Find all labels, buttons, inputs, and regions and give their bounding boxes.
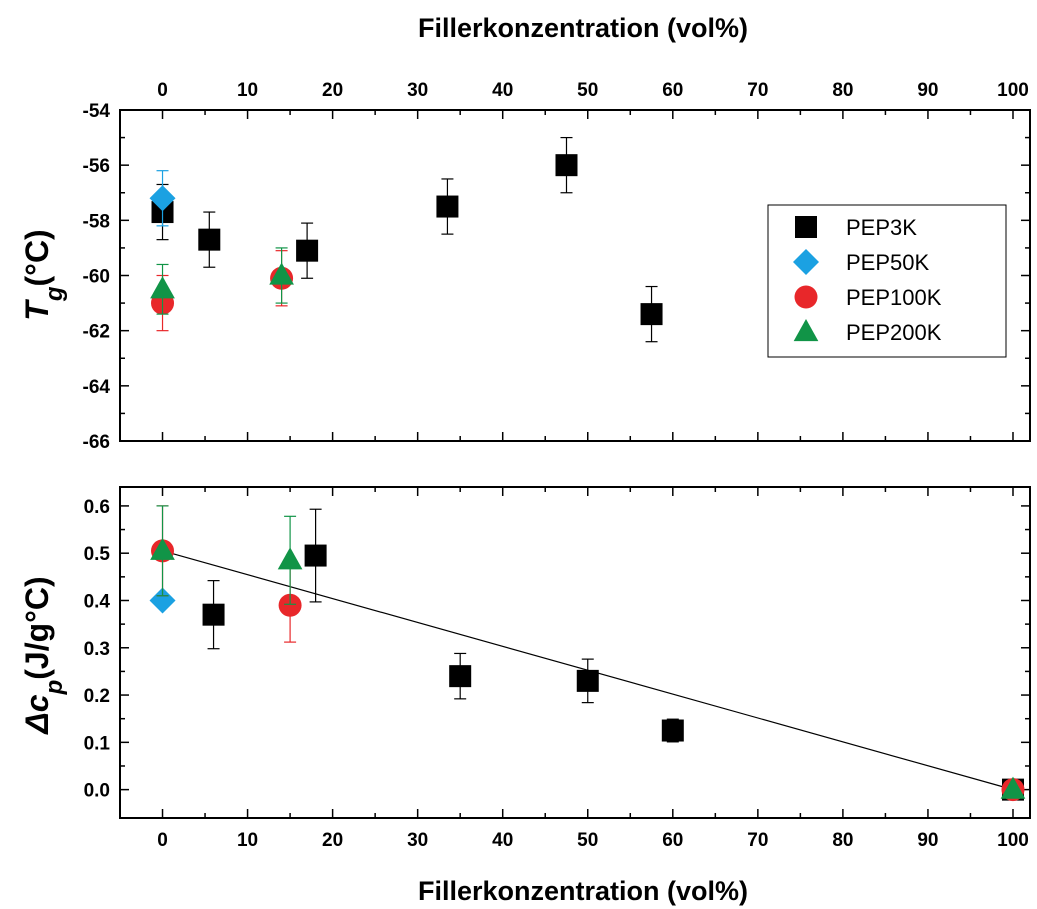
bottom-y-axis-title: Δcp(J/g°C) bbox=[19, 576, 68, 734]
bottom-y-tick-label: 0.1 bbox=[84, 733, 111, 754]
top-point-pep50k bbox=[149, 185, 176, 212]
top-y-tick-label: -66 bbox=[83, 432, 110, 453]
legend: PEP3K PEP50K PEP100K PEP200K bbox=[767, 204, 1007, 358]
top-x-tick-label: 70 bbox=[747, 80, 768, 101]
top-x-tick-label: 80 bbox=[832, 80, 853, 101]
top-y-tick-label: -58 bbox=[83, 211, 110, 232]
top-y-tick-label: -62 bbox=[83, 322, 110, 343]
bottom-point-pep3k bbox=[202, 603, 225, 626]
bottom-x-tick-label: 30 bbox=[407, 830, 428, 851]
bottom-x-axis-title: Fillerkonzentration (vol%) bbox=[418, 876, 748, 906]
top-point-pep3k bbox=[555, 154, 578, 177]
top-x-tick-label: 90 bbox=[917, 80, 938, 101]
top-y-axis-symbol: T bbox=[19, 299, 55, 321]
top-point-pep200k bbox=[269, 262, 294, 285]
top-x-tick-label: 100 bbox=[997, 80, 1029, 101]
legend-marker-pep100k bbox=[794, 285, 818, 309]
top-y-tick-label: -54 bbox=[83, 101, 111, 122]
bottom-x-tick-label: 50 bbox=[577, 830, 598, 851]
bottom-y-tick-label: 0.0 bbox=[84, 781, 110, 802]
bottom-y-tick-label: 0.2 bbox=[84, 686, 110, 707]
legend-label-pep200k: PEP200K bbox=[846, 320, 942, 345]
top-point-pep3k bbox=[640, 303, 663, 326]
legend-label-pep50k: PEP50K bbox=[846, 250, 929, 275]
bottom-panel-dcp: 0 10 20 30 40 50 60 70 80 90 100 0.0 0.1 0.2 0.3 0.4 0.5… bbox=[84, 486, 1031, 851]
bottom-point-pep200k bbox=[150, 537, 175, 560]
top-point-pep200k bbox=[150, 276, 175, 299]
top-x-tick-label: 0 bbox=[157, 80, 168, 101]
bottom-x-tick-label: 100 bbox=[997, 830, 1029, 851]
bottom-x-tick-label: 70 bbox=[747, 830, 768, 851]
bottom-x-tick-label: 90 bbox=[917, 830, 938, 851]
top-x-tick-label: 30 bbox=[407, 80, 428, 101]
legend-label-pep100k: PEP100K bbox=[846, 285, 942, 310]
top-x-tick-label: 40 bbox=[492, 80, 513, 101]
bottom-x-tick-label: 10 bbox=[237, 830, 258, 851]
legend-marker-pep200k bbox=[793, 319, 819, 342]
top-x-axis-title: Fillerkonzentration (vol%) bbox=[418, 13, 748, 43]
top-panel-tg: 0 10 20 30 40 50 60 70 80 90 100 -66 -64 -62 -60 -58 -56… bbox=[83, 80, 1031, 453]
bottom-x-tick-label: 0 bbox=[157, 830, 168, 851]
bottom-y-tick-label: 0.4 bbox=[84, 591, 111, 612]
bottom-point-pep50k bbox=[149, 587, 176, 614]
bottom-point-pep200k bbox=[1000, 776, 1026, 799]
top-x-tick-label: 10 bbox=[237, 80, 258, 101]
bottom-point-pep200k bbox=[277, 547, 303, 570]
top-point-pep3k bbox=[436, 195, 459, 218]
top-y-axis-subscript: g bbox=[41, 286, 68, 302]
bottom-plot-frame bbox=[119, 486, 1031, 819]
top-point-pep3k bbox=[296, 239, 319, 262]
bottom-x-tick-label: 60 bbox=[662, 830, 683, 851]
bottom-x-tick-label: 40 bbox=[492, 830, 513, 851]
top-y-axis-unit: (°C) bbox=[19, 229, 55, 286]
bottom-point-pep3k bbox=[304, 544, 327, 567]
bottom-point-pep3k bbox=[449, 665, 472, 688]
top-x-tick-label: 50 bbox=[577, 80, 598, 101]
bottom-point-pep3k bbox=[661, 719, 684, 742]
top-y-tick-label: -64 bbox=[83, 377, 111, 398]
legend-marker-pep50k bbox=[793, 249, 819, 275]
top-point-pep3k bbox=[198, 228, 221, 251]
bottom-y-axis-symbol: Δc bbox=[19, 694, 55, 734]
bottom-point-pep100k bbox=[278, 593, 302, 617]
bottom-y-axis-unit: (J/g°C) bbox=[19, 576, 55, 679]
bottom-y-tick-label: 0.6 bbox=[84, 497, 110, 518]
legend-label-pep3k: PEP3K bbox=[846, 215, 917, 240]
top-y-tick-label: -56 bbox=[83, 156, 110, 177]
bottom-y-axis-subscript: p bbox=[41, 680, 68, 696]
top-y-axis-title: Tg(°C) bbox=[19, 229, 68, 320]
top-x-tick-label: 20 bbox=[322, 80, 343, 101]
bottom-x-tick-label: 80 bbox=[832, 830, 853, 851]
bottom-y-tick-label: 0.3 bbox=[84, 639, 110, 660]
top-x-tick-label: 60 bbox=[662, 80, 683, 101]
top-y-tick-label: -60 bbox=[83, 267, 110, 288]
bottom-x-tick-label: 20 bbox=[322, 830, 343, 851]
legend-marker-pep3k bbox=[795, 216, 817, 238]
bottom-point-pep3k bbox=[576, 669, 599, 692]
bottom-y-tick-label: 0.5 bbox=[84, 544, 111, 565]
